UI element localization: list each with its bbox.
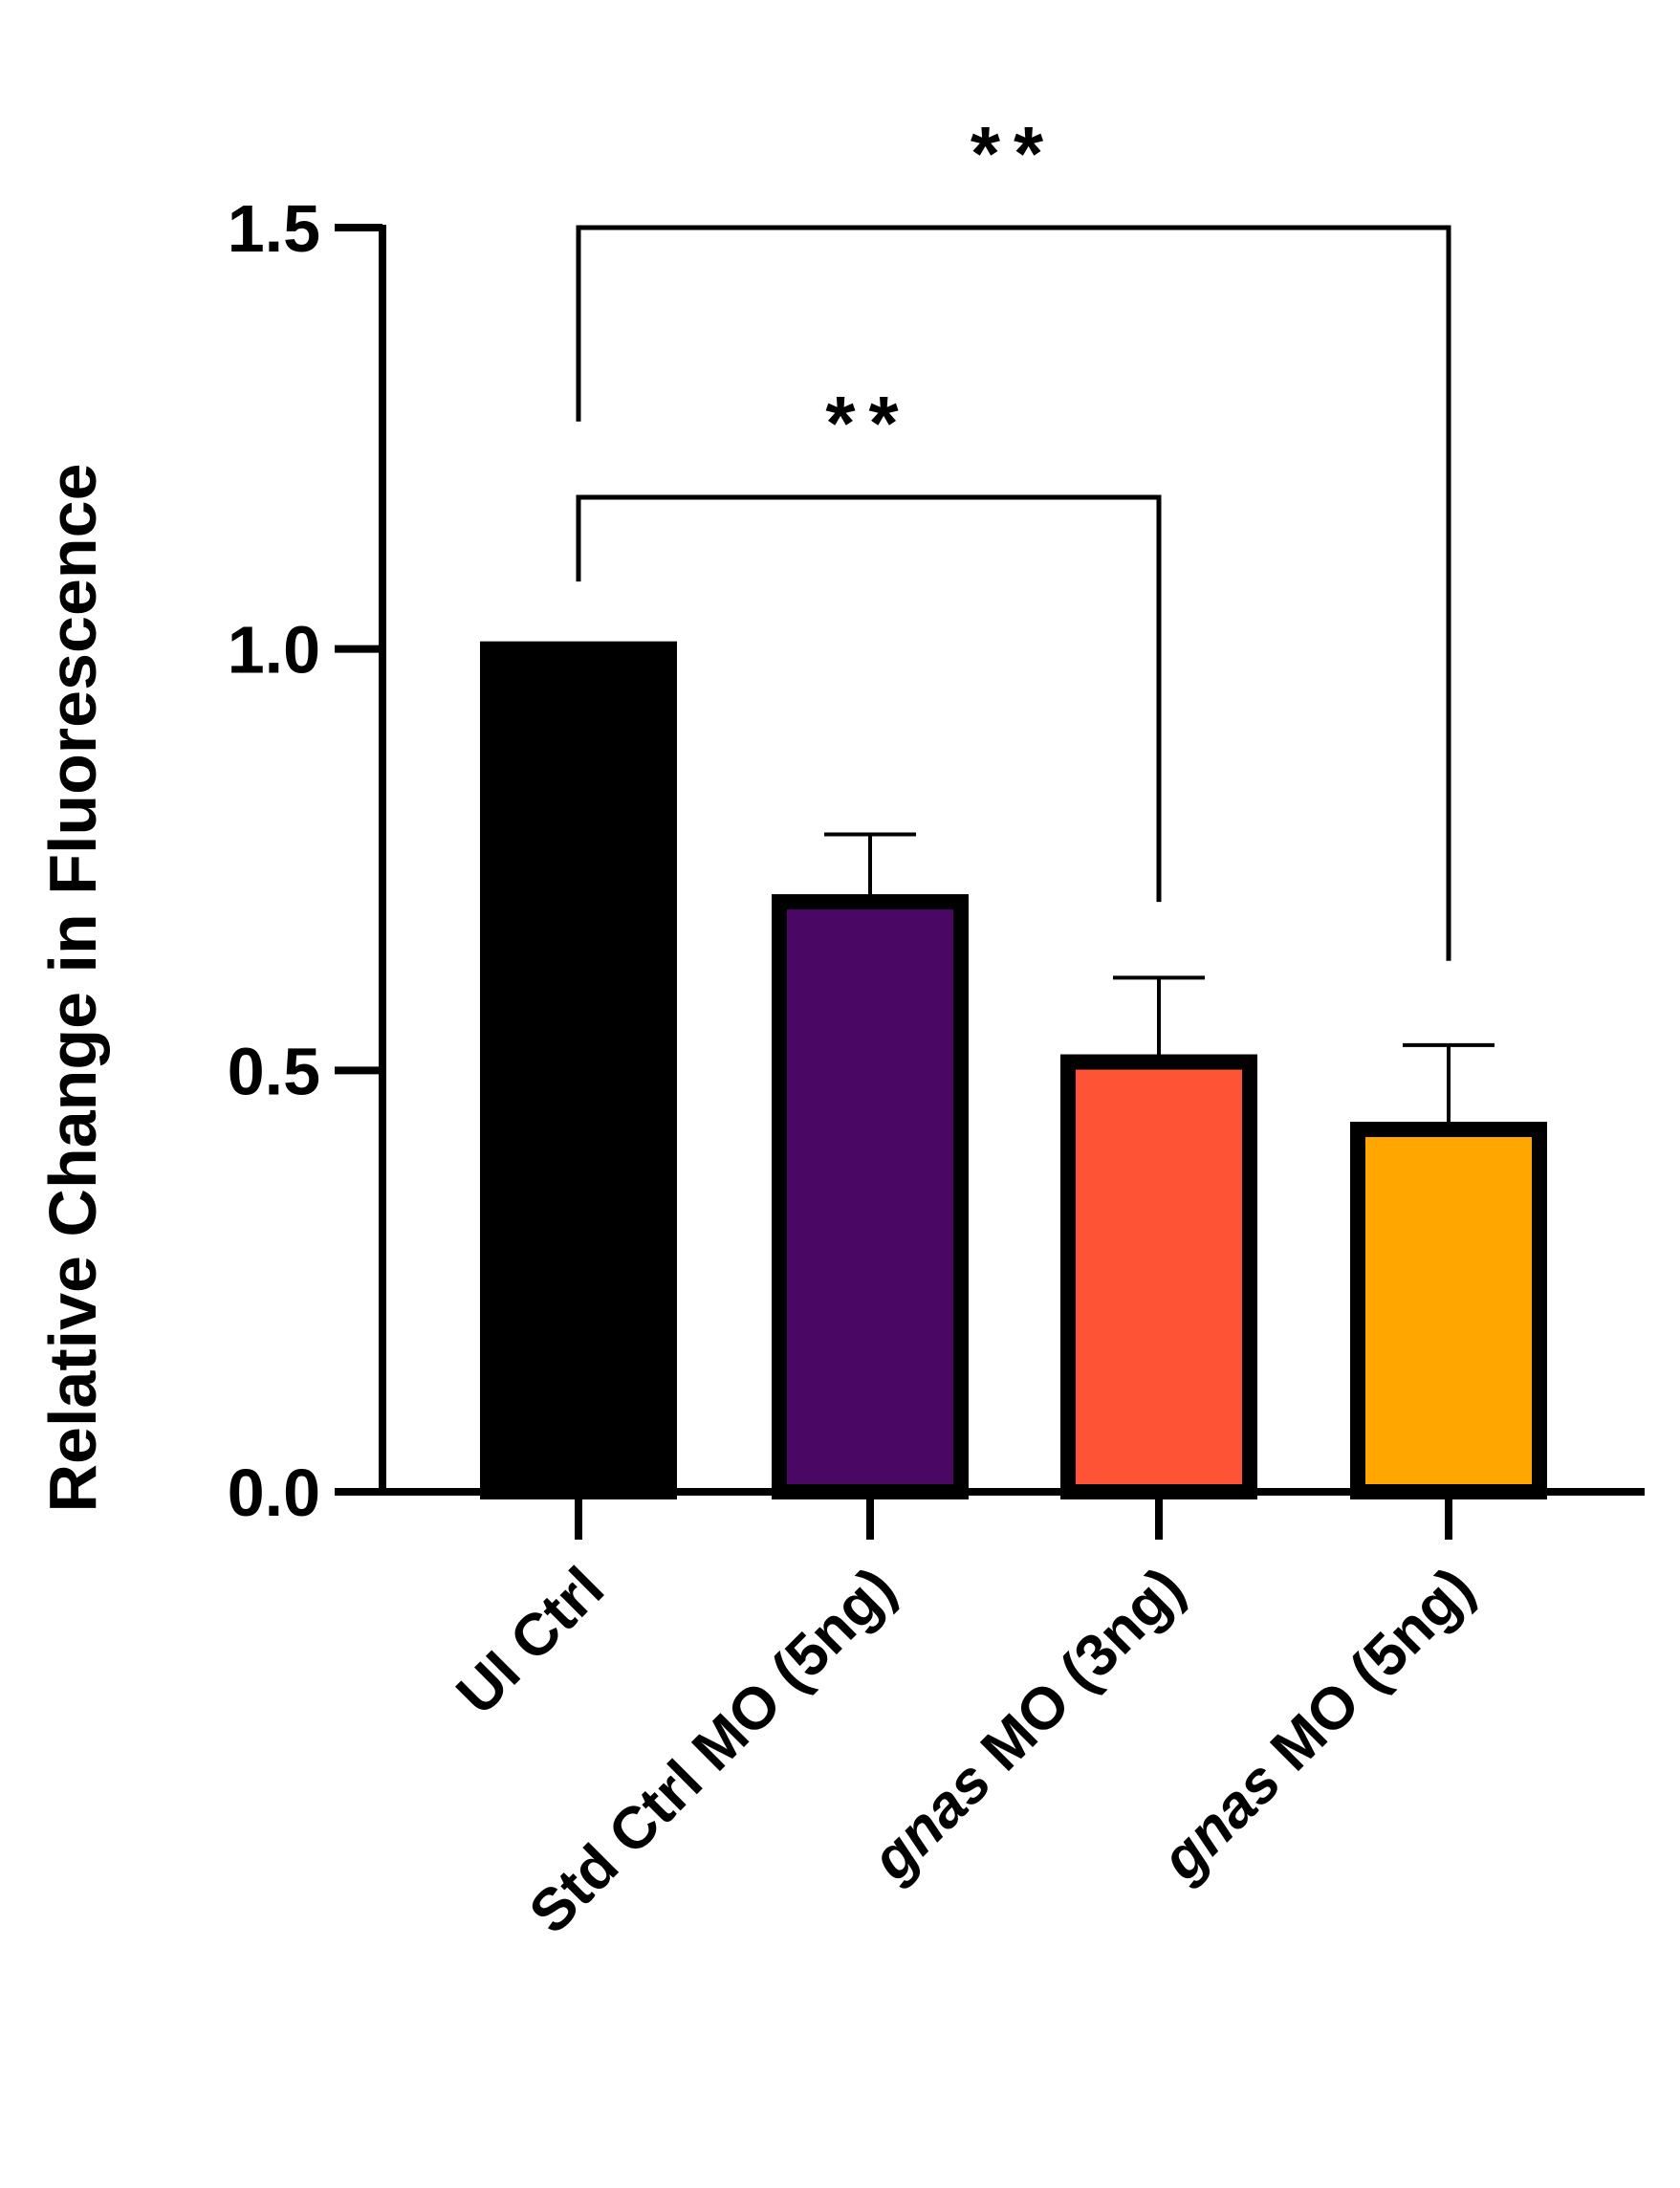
y-tick-label: 1.0 — [228, 613, 320, 688]
significance-brackets: ** ** — [576, 111, 1451, 961]
y-tick-label: 0.5 — [228, 1034, 320, 1108]
y-axis-label: Relative Change in Fluorescence — [35, 463, 110, 1512]
significance-bracket — [576, 225, 1451, 961]
bar — [1350, 1122, 1547, 1499]
bar — [1060, 1054, 1257, 1500]
x-tick-label: gnas MO (3ng) — [859, 1555, 1197, 1893]
x-tick-label: gnas MO (5ng) — [1148, 1555, 1487, 1893]
x-tick-label: UI Ctrl — [445, 1555, 617, 1727]
y-axis: 0.0 0.5 1.0 1.5 — [228, 191, 386, 1530]
x-tick-label-text: MO (5ng) — [1247, 1555, 1487, 1795]
significance-label: ** — [971, 111, 1057, 196]
significance-label: ** — [825, 381, 911, 466]
significance-bracket — [576, 494, 1162, 903]
y-tick-label: 0.0 — [228, 1455, 320, 1530]
bar — [772, 894, 969, 1499]
bar — [480, 641, 677, 1499]
x-tick-label-text: MO (3ng) — [957, 1555, 1197, 1795]
x-tick-label-text: UI Ctrl — [445, 1555, 617, 1727]
bars — [480, 641, 1547, 1500]
y-tick-label: 1.5 — [228, 191, 320, 266]
